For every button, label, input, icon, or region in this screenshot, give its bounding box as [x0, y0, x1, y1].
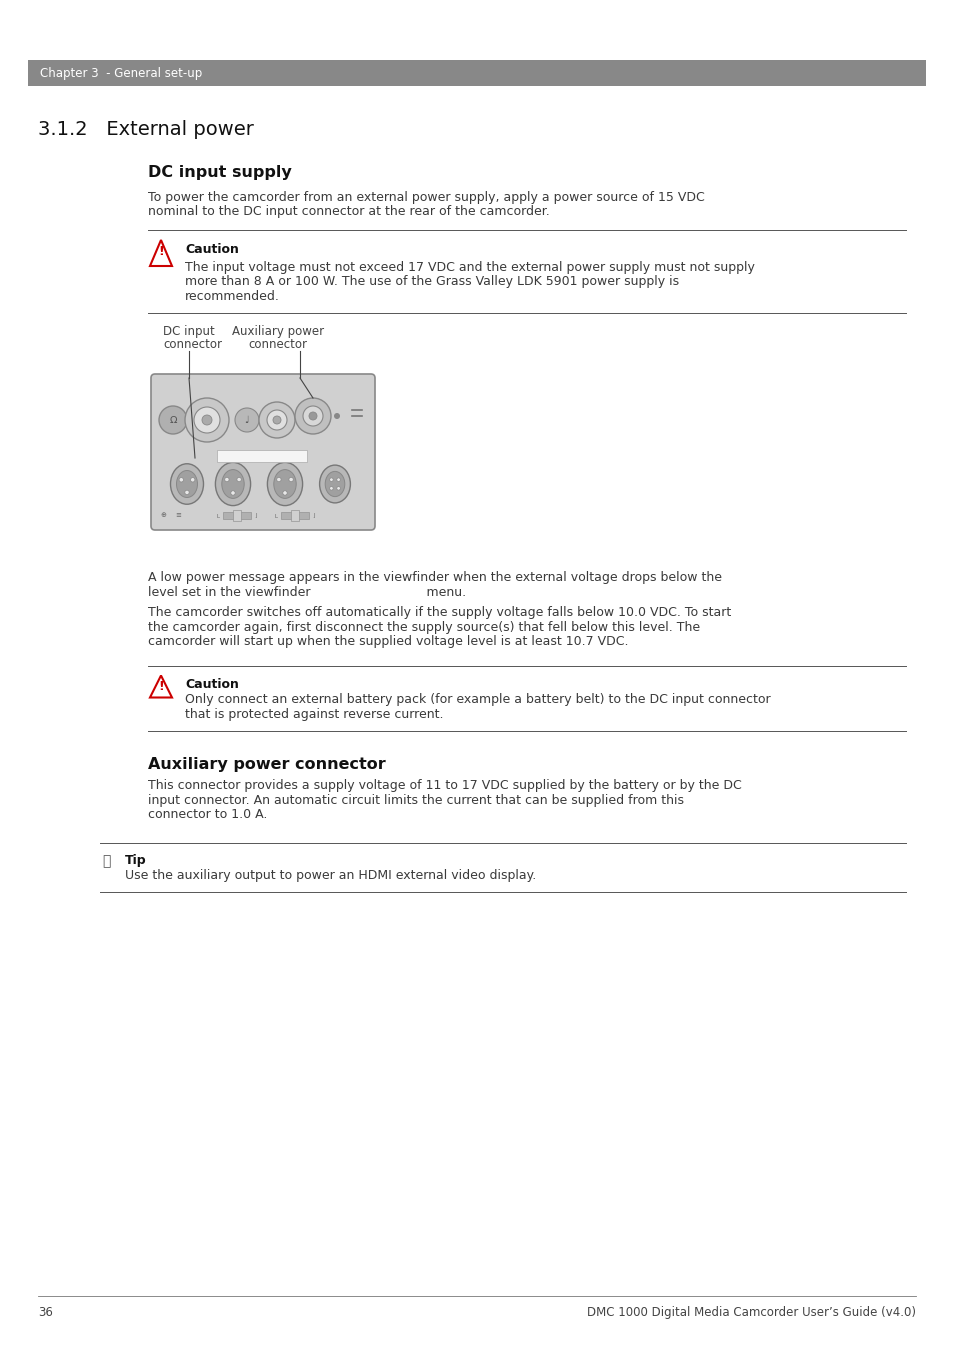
Text: nominal to the DC input connector at the rear of the camcorder.: nominal to the DC input connector at the… [148, 205, 549, 219]
Text: 3.1.2   External power: 3.1.2 External power [38, 120, 253, 139]
Text: 📝: 📝 [102, 854, 111, 867]
Text: To power the camcorder from an external power supply, apply a power source of 15: To power the camcorder from an external … [148, 190, 704, 204]
Text: Caution: Caution [185, 243, 238, 255]
Text: the camcorder again, first disconnect the supply source(s) that fell below this : the camcorder again, first disconnect th… [148, 620, 700, 634]
Text: that is protected against reverse current.: that is protected against reverse curren… [185, 708, 443, 721]
Circle shape [225, 477, 229, 482]
Text: Only connect an external battery pack (for example a battery belt) to the DC inp: Only connect an external battery pack (f… [185, 693, 770, 707]
Text: level set in the viewfinder                             menu.: level set in the viewfinder menu. [148, 585, 466, 598]
Circle shape [159, 407, 187, 434]
Text: ≡: ≡ [174, 512, 181, 517]
Circle shape [185, 399, 229, 442]
Text: Chapter 3  - General set-up: Chapter 3 - General set-up [40, 66, 202, 80]
Bar [28, 59, 925, 86]
Circle shape [202, 415, 212, 426]
Circle shape [273, 416, 281, 424]
Circle shape [236, 477, 241, 482]
Circle shape [258, 403, 294, 438]
Text: recommended.: recommended. [185, 290, 279, 303]
Circle shape [231, 490, 235, 496]
Circle shape [185, 490, 189, 494]
Circle shape [303, 407, 323, 426]
Bar [223, 512, 251, 519]
Text: Tip: Tip [125, 854, 147, 867]
Ellipse shape [274, 470, 295, 499]
Bar [291, 509, 298, 521]
Circle shape [191, 478, 194, 482]
Text: connector: connector [163, 338, 222, 351]
Text: The input voltage must not exceed 17 VDC and the external power supply must not : The input voltage must not exceed 17 VDC… [185, 261, 754, 274]
Text: DC input supply: DC input supply [148, 165, 292, 180]
Circle shape [193, 407, 220, 434]
Text: A low power message appears in the viewfinder when the external voltage drops be: A low power message appears in the viewf… [148, 571, 721, 584]
Ellipse shape [325, 471, 344, 497]
Text: 36: 36 [38, 1306, 52, 1319]
Circle shape [179, 478, 183, 482]
Text: Caution: Caution [185, 677, 238, 690]
Text: !: ! [158, 245, 164, 258]
Circle shape [336, 478, 340, 481]
Text: connector: connector [248, 338, 307, 351]
Text: Ω: Ω [169, 415, 176, 426]
Circle shape [330, 486, 333, 490]
Text: DMC 1000 Digital Media Camcorder User’s Guide (v4.0): DMC 1000 Digital Media Camcorder User’s … [586, 1306, 915, 1319]
Text: input connector. An automatic circuit limits the current that can be supplied fr: input connector. An automatic circuit li… [148, 794, 683, 807]
Text: camcorder will start up when the supplied voltage level is at least 10.7 VDC.: camcorder will start up when the supplie… [148, 635, 628, 648]
Text: more than 8 A or 100 W. The use of the Grass Valley LDK 5901 power supply is: more than 8 A or 100 W. The use of the G… [185, 276, 679, 289]
Text: J: J [254, 513, 256, 519]
Ellipse shape [267, 462, 302, 505]
Ellipse shape [171, 463, 203, 504]
Ellipse shape [176, 470, 197, 497]
Circle shape [267, 409, 287, 430]
Text: The camcorder switches off automatically if the supply voltage falls below 10.0 : The camcorder switches off automatically… [148, 607, 731, 619]
Text: ⊕: ⊕ [160, 512, 166, 517]
Circle shape [334, 413, 339, 419]
Circle shape [309, 412, 316, 420]
Ellipse shape [319, 465, 350, 503]
Text: Use the auxiliary output to power an HDMI external video display.: Use the auxiliary output to power an HDM… [125, 869, 536, 882]
Text: connector to 1.0 A.: connector to 1.0 A. [148, 808, 267, 821]
Ellipse shape [221, 470, 244, 499]
Circle shape [330, 478, 333, 481]
Circle shape [234, 408, 258, 432]
FancyBboxPatch shape [151, 374, 375, 530]
Text: L: L [274, 513, 277, 519]
Circle shape [336, 486, 340, 490]
Circle shape [289, 477, 293, 482]
Text: ♩: ♩ [244, 415, 249, 426]
Circle shape [98, 851, 118, 871]
Bar [233, 509, 241, 521]
Bar [216, 450, 307, 462]
Text: L: L [216, 513, 220, 519]
Circle shape [276, 477, 281, 482]
Text: Auxiliary power: Auxiliary power [232, 326, 324, 338]
Ellipse shape [215, 462, 251, 505]
Bar [281, 512, 309, 519]
Text: J: J [313, 513, 314, 519]
Text: !: ! [158, 680, 164, 693]
Text: Auxiliary power connector: Auxiliary power connector [148, 758, 385, 773]
Circle shape [294, 399, 331, 434]
Circle shape [282, 490, 287, 496]
Text: This connector provides a supply voltage of 11 to 17 VDC supplied by the battery: This connector provides a supply voltage… [148, 780, 741, 793]
Text: DC input: DC input [163, 326, 214, 338]
